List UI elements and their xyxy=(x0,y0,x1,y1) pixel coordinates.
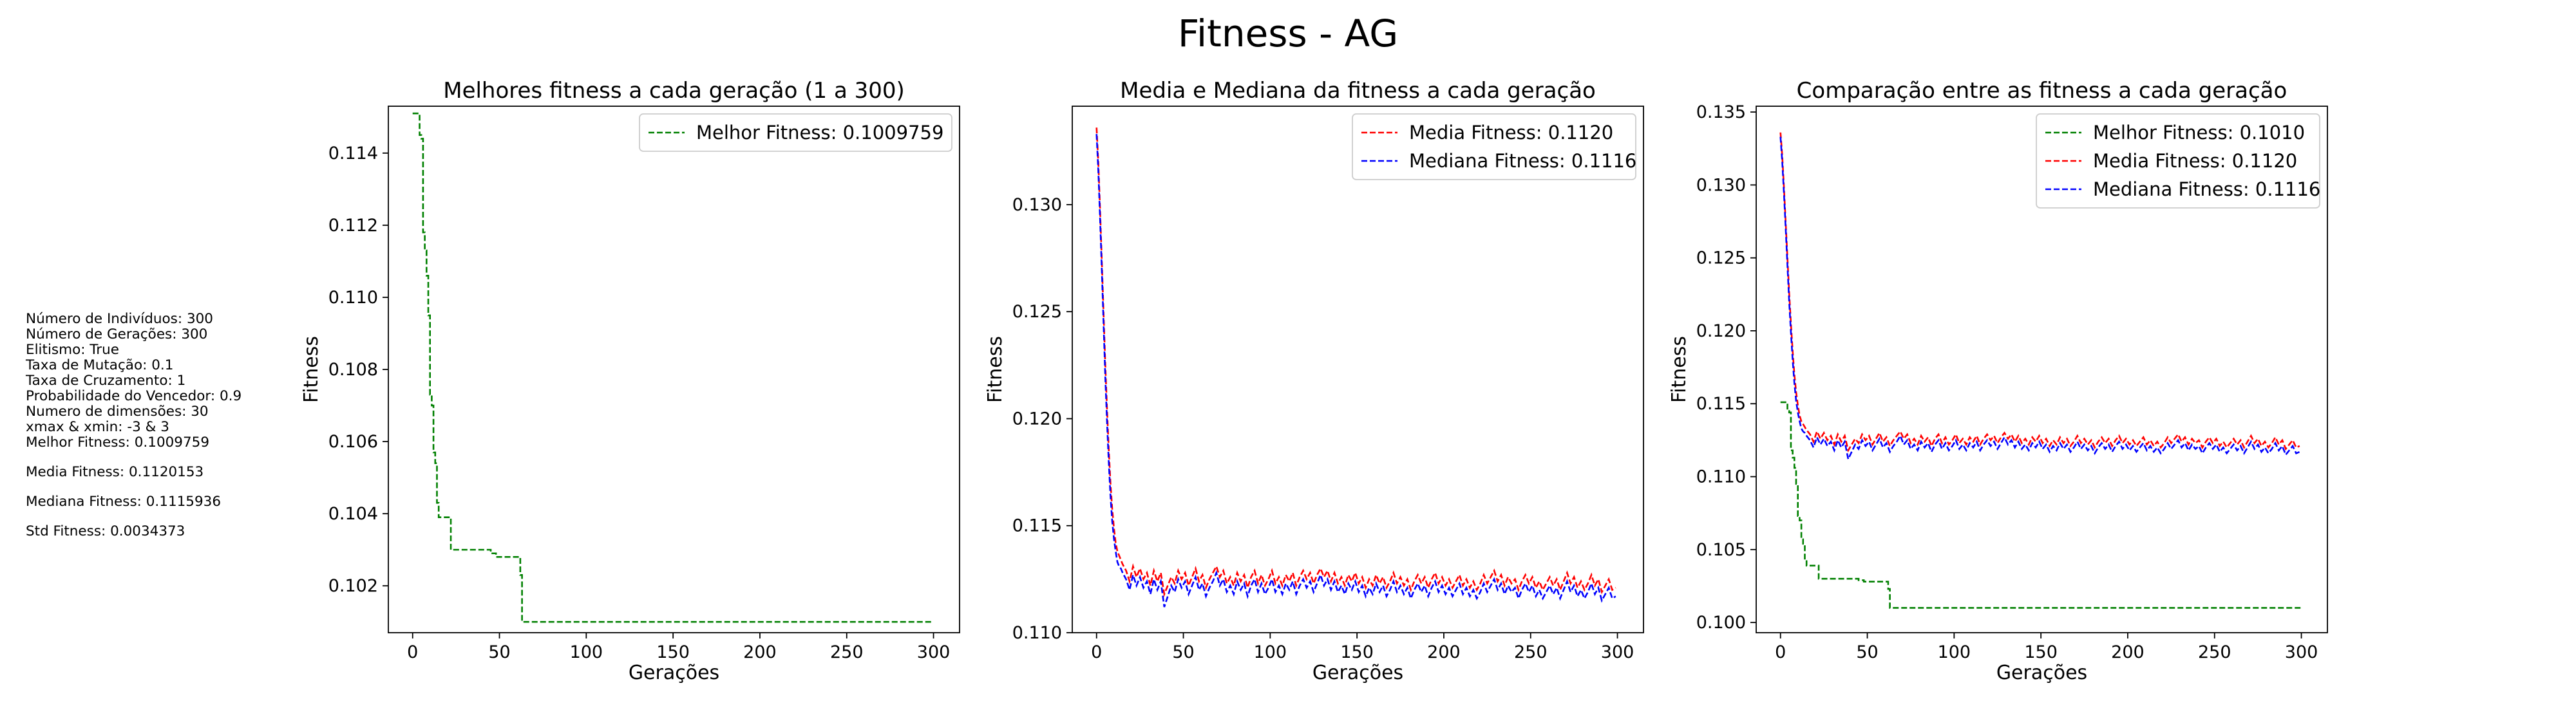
x-tick-label: 100 xyxy=(1254,642,1287,662)
x-tick-label: 250 xyxy=(2198,642,2231,662)
chart-3: Comparação entre as fitness a cada geraç… xyxy=(1668,78,2328,684)
parameters-panel: Número de Indivíduos: 300 Número de Gera… xyxy=(26,312,242,539)
y-tick-label: 0.108 xyxy=(328,360,378,380)
x-tick-label: 300 xyxy=(917,642,951,662)
y-tick-label: 0.130 xyxy=(1696,175,1746,195)
x-tick-label: 300 xyxy=(2285,642,2318,662)
param-individuals: Número de Indivíduos: 300 xyxy=(26,311,213,327)
y-tick-label: 0.130 xyxy=(1012,195,1062,215)
x-tick-label: 50 xyxy=(1172,642,1194,662)
axes-frame xyxy=(1756,106,2328,633)
y-tick-label: 0.115 xyxy=(1012,516,1062,536)
param-mean-fitness: Media Fitness: 0.1120153 xyxy=(26,464,204,480)
legend-label: Media Fitness: 0.1120 xyxy=(1409,122,1613,144)
x-tick-label: 100 xyxy=(1938,642,1971,662)
series-line-mean xyxy=(1095,127,1616,597)
x-tick-label: 200 xyxy=(2111,642,2145,662)
param-mutation-rate: Taxa de Mutação: 0.1 xyxy=(26,357,174,373)
param-winner-probability: Probabilidade do Vencedor: 0.9 xyxy=(26,388,242,404)
legend-label: Media Fitness: 0.1120 xyxy=(2093,150,2297,172)
y-tick-label: 0.105 xyxy=(1696,540,1746,560)
chart-title: Comparação entre as fitness a cada geraç… xyxy=(1797,78,2287,104)
x-tick-label: 150 xyxy=(1340,642,1374,662)
legend: Melhor Fitness: 0.1010 Media Fitness: 0.1… xyxy=(2036,113,2320,209)
y-tick-label: 0.110 xyxy=(1696,467,1746,487)
x-axis-label: Gerações xyxy=(1996,662,2087,684)
series-line-best xyxy=(1780,401,2302,609)
x-tick-label: 200 xyxy=(743,642,777,662)
chart-title: Media e Mediana da fitness a cada geraçã… xyxy=(1120,78,1596,104)
legend-label: Melhor Fitness: 0.1010 xyxy=(2093,122,2305,144)
x-tick-label: 300 xyxy=(1601,642,1634,662)
series-line-median xyxy=(1095,134,1616,608)
x-tick-label: 50 xyxy=(1856,642,1878,662)
param-std-fitness: Std Fitness: 0.0034373 xyxy=(26,523,185,539)
x-tick-label: 100 xyxy=(570,642,603,662)
legend-frame xyxy=(2036,113,2320,209)
legend-frame xyxy=(1352,113,1636,180)
y-axis-label: Fitness xyxy=(300,336,323,403)
legend: Media Fitness: 0.1120 Mediana Fitness: 0.… xyxy=(1352,113,1636,180)
param-crossover-rate: Taxa de Cruzamento: 1 xyxy=(26,373,186,389)
param-dimensions: Numero de dimensões: 30 xyxy=(26,404,209,420)
chart-title: Melhores fitness a cada geração (1 a 300… xyxy=(443,78,905,104)
y-tick-label: 0.110 xyxy=(328,288,378,308)
x-tick-label: 0 xyxy=(1091,642,1102,662)
y-axis-label: Fitness xyxy=(1668,336,1690,403)
y-tick-label: 0.125 xyxy=(1696,248,1746,268)
y-tick-label: 0.114 xyxy=(328,144,378,163)
chart-1: Melhores fitness a cada geração (1 a 300… xyxy=(300,78,960,684)
x-tick-label: 150 xyxy=(656,642,690,662)
y-tick-label: 0.106 xyxy=(328,432,378,452)
x-tick-label: 250 xyxy=(830,642,864,662)
axes-frame xyxy=(388,106,960,633)
figure-title: Fitness - AG xyxy=(1177,12,1399,55)
axes-frame xyxy=(1072,106,1644,633)
param-elitism: Elitismo: True xyxy=(26,342,119,358)
param-best-fitness: Melhor Fitness: 0.1009759 xyxy=(26,434,210,451)
x-axis-label: Gerações xyxy=(1312,662,1403,684)
legend-label: Mediana Fitness: 0.1116 xyxy=(2093,178,2320,200)
y-tick-label: 0.112 xyxy=(328,216,378,236)
y-tick-label: 0.120 xyxy=(1012,409,1062,429)
series-line-best xyxy=(412,112,934,623)
chart-2: Media e Mediana da fitness a cada geraçã… xyxy=(984,78,1644,684)
param-generations: Número de Gerações: 300 xyxy=(26,326,208,342)
param-median-fitness: Mediana Fitness: 0.1115936 xyxy=(26,494,222,510)
param-bounds: xmax & xmin: -3 & 3 xyxy=(26,419,169,435)
legend-label: Melhor Fitness: 0.1009759 xyxy=(696,122,943,144)
y-tick-label: 0.100 xyxy=(1696,613,1746,633)
y-tick-label: 0.120 xyxy=(1696,321,1746,341)
series-line-mean xyxy=(1779,132,2300,453)
y-axis-label: Fitness xyxy=(984,336,1007,403)
x-tick-label: 200 xyxy=(1427,642,1461,662)
x-tick-label: 50 xyxy=(488,642,510,662)
x-tick-label: 0 xyxy=(1775,642,1786,662)
x-tick-label: 0 xyxy=(407,642,418,662)
y-tick-label: 0.104 xyxy=(328,504,378,524)
legend-label: Mediana Fitness: 0.1116 xyxy=(1409,150,1636,172)
legend: Melhor Fitness: 0.1009759 xyxy=(639,113,952,152)
legend-frame xyxy=(639,113,952,152)
y-tick-label: 0.135 xyxy=(1696,102,1746,122)
x-axis-label: Gerações xyxy=(629,662,719,684)
x-tick-label: 250 xyxy=(1514,642,1548,662)
y-tick-label: 0.110 xyxy=(1012,623,1062,643)
series-line-median xyxy=(1779,136,2300,462)
y-tick-label: 0.115 xyxy=(1696,394,1746,414)
y-tick-label: 0.102 xyxy=(328,576,378,596)
y-tick-label: 0.125 xyxy=(1012,302,1062,322)
x-tick-label: 150 xyxy=(2024,642,2058,662)
